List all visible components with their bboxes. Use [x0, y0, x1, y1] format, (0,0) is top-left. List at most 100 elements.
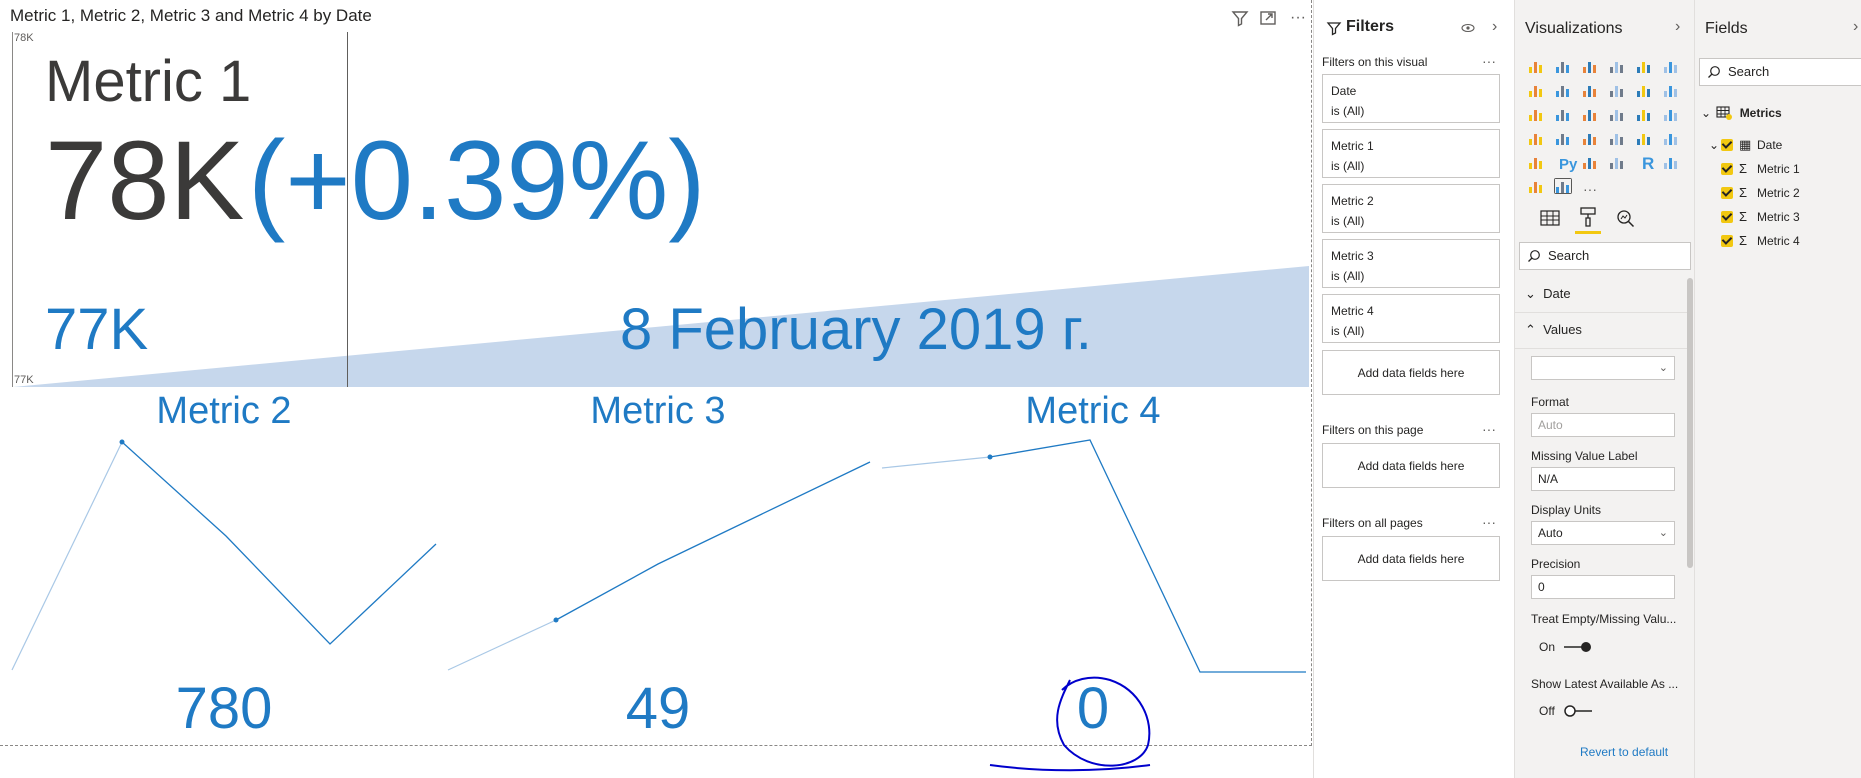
field-metric-2[interactable]: Σ Metric 2: [1721, 185, 1800, 200]
clustered-column-chart-icon[interactable]: [1608, 58, 1626, 74]
kpi-visual[interactable]: Metric 1, Metric 2, Metric 3 and Metric …: [0, 0, 1312, 746]
filter-card-metric-3[interactable]: Metric 3 is (All): [1322, 239, 1500, 288]
gauge-chart-icon[interactable]: [1581, 130, 1599, 146]
filter-icon[interactable]: [1230, 8, 1250, 28]
arcgis-chart-icon[interactable]: [1662, 154, 1680, 170]
more-visuals-icon[interactable]: ···: [1583, 181, 1597, 197]
waterfall-chart-icon[interactable]: [1527, 106, 1545, 122]
collapse-fields-icon[interactable]: ›: [1853, 18, 1859, 35]
filter-card-metric-4[interactable]: Metric 4 is (All): [1322, 294, 1500, 343]
funnel-chart-icon[interactable]: [1554, 130, 1572, 146]
analytics-magnifier-icon[interactable]: [1615, 208, 1637, 228]
table-chart-icon[interactable]: [1581, 154, 1599, 170]
collapse-filters-icon[interactable]: ›: [1492, 18, 1498, 35]
stacked-column-chart-icon[interactable]: [1554, 58, 1572, 74]
current-date-marker: [347, 32, 348, 387]
add-page-filter-dropzone[interactable]: Add data fields here: [1322, 443, 1500, 488]
format-input[interactable]: Auto: [1531, 413, 1675, 437]
r-visual-icon[interactable]: R: [1642, 154, 1655, 173]
100-column-chart-icon[interactable]: [1662, 58, 1680, 74]
stacked-bar-chart-icon[interactable]: [1527, 58, 1545, 74]
chevron-down-icon: ⌄: [1709, 138, 1720, 152]
precision-input[interactable]: 0: [1531, 575, 1675, 599]
section-values[interactable]: ⌃ Values: [1525, 322, 1582, 337]
missing-value-input[interactable]: N/A: [1531, 467, 1675, 491]
section-date[interactable]: ⌄ Date: [1525, 286, 1571, 301]
map-chart-icon[interactable]: [1662, 106, 1680, 122]
field-date[interactable]: ⌄ ▦ Date: [1709, 137, 1783, 152]
multi-row-card-chart-icon[interactable]: [1635, 130, 1653, 146]
filter-card-date[interactable]: Date is (All): [1322, 74, 1500, 123]
sub-kpi-value-metric-2: 780: [175, 676, 273, 741]
stacked-area-chart-icon[interactable]: [1581, 82, 1599, 98]
filters-on-all-pages-label: Filters on all pages: [1322, 516, 1423, 530]
slicer-chart-icon[interactable]: [1527, 154, 1545, 170]
display-units-select[interactable]: Auto ⌄: [1531, 521, 1675, 545]
filter-icon: [1326, 22, 1342, 36]
format-search-input[interactable]: Search: [1519, 242, 1691, 270]
trend-area: [13, 266, 1309, 387]
line-clustered-chart-icon[interactable]: [1635, 82, 1653, 98]
kpi-chart-icon[interactable]: [1662, 130, 1680, 146]
checkbox-checked[interactable]: [1721, 211, 1733, 223]
line-chart-icon[interactable]: [1527, 82, 1545, 98]
filters-visual-more-icon[interactable]: ···: [1482, 53, 1496, 69]
field-metric-4[interactable]: Σ Metric 4: [1721, 233, 1800, 248]
axis-min-label: 77K: [14, 374, 34, 386]
matrix-chart-icon[interactable]: [1608, 154, 1626, 170]
python-visual-icon[interactable]: Py: [1559, 156, 1578, 173]
sub-kpi-label-metric-3: Metric 3: [590, 390, 726, 432]
treat-empty-label: Treat Empty/Missing Valu...: [1531, 612, 1677, 626]
sigma-icon: Σ: [1739, 233, 1748, 248]
filter-card-metric-2[interactable]: Metric 2 is (All): [1322, 184, 1500, 233]
chevron-down-icon: ⌄: [1701, 106, 1712, 120]
card-chart-icon[interactable]: [1608, 130, 1626, 146]
pie-chart-icon[interactable]: [1581, 106, 1599, 122]
sub-kpi-value-metric-4: 0: [1076, 676, 1110, 741]
treemap-chart-icon[interactable]: [1635, 106, 1653, 122]
treat-empty-toggle[interactable]: On: [1539, 640, 1594, 654]
section-divider: [1515, 348, 1687, 349]
filter-card-state: is (All): [1331, 214, 1365, 228]
100-bar-chart-icon[interactable]: [1635, 58, 1653, 74]
add-visual-filter-dropzone[interactable]: Add data fields here: [1322, 350, 1500, 395]
checkbox-checked[interactable]: [1721, 235, 1733, 247]
filters-all-more-icon[interactable]: ···: [1482, 514, 1496, 530]
fields-search-input[interactable]: Search: [1699, 58, 1861, 86]
format-paint-roller-icon[interactable]: [1577, 206, 1599, 228]
add-report-filter-dropzone[interactable]: Add data fields here: [1322, 536, 1500, 581]
area-chart-icon[interactable]: [1554, 82, 1572, 98]
globe-chart-icon[interactable]: [1527, 178, 1545, 194]
checkbox-checked[interactable]: [1721, 163, 1733, 175]
table-metrics[interactable]: ⌄ Metrics: [1701, 106, 1782, 120]
filled-map-chart-icon[interactable]: [1527, 130, 1545, 146]
values-field-select[interactable]: ⌄: [1531, 356, 1675, 380]
filter-card-state: is (All): [1331, 324, 1365, 338]
missing-value-label: Missing Value Label: [1531, 449, 1638, 463]
focus-mode-icon[interactable]: [1258, 8, 1278, 28]
collapse-visualizations-icon[interactable]: ›: [1675, 18, 1681, 35]
clustered-bar-chart-icon[interactable]: [1581, 58, 1599, 74]
format-pane-scrollbar[interactable]: [1687, 278, 1693, 568]
checkbox-checked[interactable]: [1721, 139, 1733, 151]
ribbon-chart-icon[interactable]: [1662, 82, 1680, 98]
scatter-chart-icon[interactable]: [1554, 106, 1572, 122]
previous-value: 77K: [45, 297, 149, 362]
revert-to-default-link[interactable]: Revert to default: [1580, 745, 1669, 759]
show-latest-toggle[interactable]: Off: [1539, 704, 1594, 718]
checkbox-checked[interactable]: [1721, 187, 1733, 199]
fields-well-icon[interactable]: [1539, 208, 1561, 228]
main-kpi-change: (+0.39%): [248, 118, 706, 243]
filters-pane: Filters › Filters on this visual ··· Dat…: [1313, 0, 1514, 778]
filters-page-more-icon[interactable]: ···: [1482, 421, 1496, 437]
eye-icon[interactable]: [1460, 22, 1476, 34]
field-metric-1[interactable]: Σ Metric 1: [1721, 161, 1800, 176]
line-column-chart-icon[interactable]: [1608, 82, 1626, 98]
line-kpi-chart-icon[interactable]: [1554, 178, 1572, 194]
donut-chart-icon[interactable]: [1608, 106, 1626, 122]
filter-card-metric-1[interactable]: Metric 1 is (All): [1322, 129, 1500, 178]
display-units-label: Display Units: [1531, 503, 1602, 517]
more-options-icon[interactable]: ···: [1290, 9, 1306, 26]
field-metric-3[interactable]: Σ Metric 3: [1721, 209, 1800, 224]
precision-label: Precision: [1531, 557, 1581, 571]
